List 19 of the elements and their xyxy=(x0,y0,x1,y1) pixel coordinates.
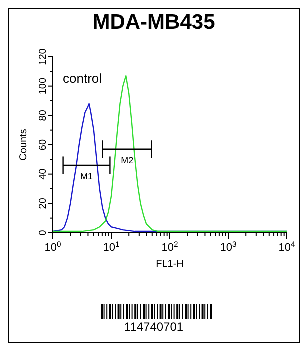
y-tick-label: 80 xyxy=(38,110,49,122)
x-tick-label: 10$^{1}$ xyxy=(103,240,120,254)
x-tick-label: 10$^{3}$ xyxy=(220,240,237,254)
series-label: M2 xyxy=(121,155,134,166)
series-label: M1 xyxy=(80,172,94,182)
y-tick-label: 100 xyxy=(38,78,49,95)
y-tick-label: 40 xyxy=(38,168,49,180)
y-tick-label: 0 xyxy=(38,230,49,236)
x-tick-label: 10$^{4}$ xyxy=(278,240,296,254)
chart-title: MDA-MB435 xyxy=(92,11,216,35)
text: 114740701 xyxy=(123,320,185,334)
y-axis-title: Counts xyxy=(18,129,30,161)
y-tick-label: 60 xyxy=(38,139,49,151)
x-tick-label: 10$^{0}$ xyxy=(44,240,62,254)
annotation: control xyxy=(63,71,102,86)
y-tick-label: 120 xyxy=(38,48,49,66)
x-axis-title: FL1-H xyxy=(156,259,184,270)
x-tick-label: 10$^{2}$ xyxy=(162,240,178,254)
y-tick-label: 20 xyxy=(38,198,49,210)
